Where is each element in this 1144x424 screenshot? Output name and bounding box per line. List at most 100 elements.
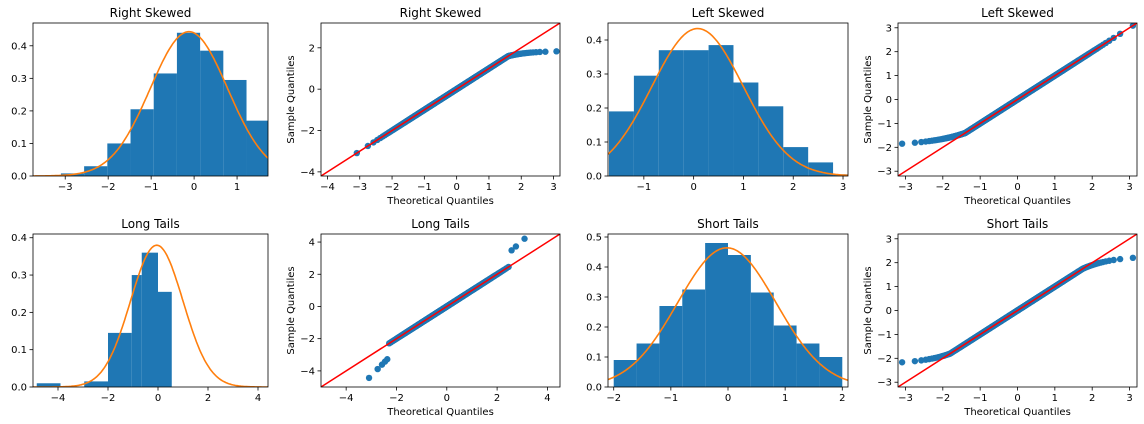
- y-tick-label: 0: [886, 306, 892, 317]
- y-tick-label: 0.0: [11, 383, 27, 394]
- y-tick-label: −1: [877, 330, 892, 341]
- y-tick-label: 0: [886, 95, 892, 106]
- normal-pdf-curve: [608, 246, 848, 382]
- x-tick-label: −3: [58, 182, 73, 193]
- y-tick-label: 2: [309, 270, 315, 281]
- qq-point: [384, 356, 391, 363]
- panel-title: Long Tails: [411, 217, 469, 231]
- x-tick-label: −1: [973, 182, 988, 193]
- plot-area: [608, 243, 848, 387]
- histogram-bar: [796, 343, 820, 387]
- x-tick-label: −2: [101, 393, 116, 404]
- histogram-bar: [608, 111, 634, 176]
- histogram-bar: [84, 166, 108, 176]
- x-tick-label: 2: [1089, 393, 1095, 404]
- normal-pdf-curve: [608, 27, 848, 176]
- histogram-bar: [84, 381, 108, 387]
- x-tick-label: 2: [205, 393, 211, 404]
- x-axis-label: Theoretical Quantiles: [386, 196, 494, 207]
- y-tick-label: 0.2: [11, 106, 27, 117]
- panel-title: Right Skewed: [400, 6, 482, 20]
- qq-point: [911, 139, 919, 146]
- qq-point: [542, 48, 549, 55]
- y-tick-label: 0.4: [11, 41, 27, 52]
- y-tick-label: 2: [886, 258, 892, 269]
- reference-line: [321, 23, 560, 176]
- histogram-bar: [246, 120, 268, 176]
- x-tick-label: −2: [389, 393, 404, 404]
- y-tick-label: −2: [877, 354, 892, 365]
- histogram-bar: [636, 343, 660, 387]
- qq-point: [898, 359, 906, 366]
- panel-title: Short Tails: [987, 217, 1049, 231]
- reference-line: [898, 23, 1137, 176]
- x-tick-label: 0: [725, 393, 731, 404]
- subplot-3: −1 0 1 2 3 0.0 0.1 0.2 0.3 0.4 Left Skewed: [586, 6, 849, 193]
- qq-point: [1116, 255, 1124, 263]
- normal-pdf-curve: [33, 244, 268, 387]
- x-tick-label: −4: [51, 393, 66, 404]
- qq-point: [898, 140, 906, 147]
- axes-frame: [32, 22, 269, 177]
- y-tick-label: −2: [300, 334, 315, 345]
- histogram-bar: [708, 45, 734, 176]
- histogram-bar: [223, 79, 247, 176]
- panel-title: Left Skewed: [692, 6, 765, 20]
- y-tick-label: 0.3: [11, 271, 27, 282]
- plot-area: [33, 30, 268, 176]
- qq-point: [911, 357, 919, 365]
- histogram-bar: [682, 289, 706, 387]
- panel-title: Short Tails: [697, 217, 759, 231]
- panel-title: Long Tails: [121, 217, 179, 231]
- histogram-bar: [141, 252, 158, 387]
- histogram-bar: [176, 32, 201, 176]
- qq-point: [553, 48, 560, 55]
- x-tick-label: 3: [840, 182, 846, 193]
- x-tick-label: 1: [486, 182, 492, 193]
- x-tick-label: −3: [898, 182, 913, 193]
- y-tick-label: 3: [886, 23, 892, 34]
- x-tick-label: 3: [1126, 393, 1132, 404]
- y-tick-label: −4: [300, 167, 315, 178]
- plot-area: [33, 244, 268, 387]
- qq-point: [508, 247, 515, 254]
- y-axis-label: Sample Quantiles: [286, 55, 297, 143]
- histogram-bar: [658, 50, 684, 176]
- plot-area: [321, 23, 560, 176]
- y-tick-label: 0.1: [11, 345, 27, 356]
- histogram-bar: [36, 383, 61, 387]
- y-tick-label: −4: [300, 366, 315, 377]
- qq-point: [512, 243, 520, 250]
- x-tick-label: 0: [191, 182, 197, 193]
- histogram-bar: [108, 332, 132, 387]
- x-tick-label: 1: [1052, 393, 1058, 404]
- y-tick-label: 0.1: [11, 139, 27, 150]
- histogram-bar: [107, 143, 131, 176]
- histogram-bar: [130, 109, 154, 176]
- y-tick-label: 0.1: [586, 138, 602, 149]
- axes-frame: [607, 22, 849, 177]
- x-tick-label: −1: [663, 393, 678, 404]
- x-tick-label: −1: [417, 182, 432, 193]
- y-tick-label: −1: [877, 119, 892, 130]
- y-tick-label: 0.1: [586, 353, 602, 364]
- histogram-bar: [200, 50, 224, 176]
- x-tick-label: 1: [1052, 182, 1058, 193]
- y-tick-label: 0.3: [586, 293, 602, 304]
- plot-area: [321, 234, 560, 387]
- x-tick-label: −2: [935, 182, 950, 193]
- y-tick-label: −3: [877, 378, 892, 389]
- subplot-4: −3 −2 −1 0 1 2 3 −3 −2 −1 0 1 2 3 Left Skewed Theoretic…: [863, 6, 1138, 207]
- qq-point: [365, 374, 373, 382]
- x-tick-label: 4: [544, 393, 550, 404]
- y-tick-label: 4: [309, 238, 315, 249]
- qq-point: [1110, 256, 1117, 264]
- x-tick-label: −2: [101, 182, 116, 193]
- histogram-bar: [633, 75, 659, 176]
- subplot-5: −4 −2 0 2 4 0.0 0.1 0.2 0.3 0.4 Long Tails: [11, 217, 269, 404]
- y-tick-label: 0: [309, 85, 315, 96]
- x-tick-label: 2: [790, 182, 796, 193]
- y-tick-label: 0.4: [586, 263, 602, 274]
- reference-line: [321, 234, 560, 387]
- plot-area: [608, 27, 848, 176]
